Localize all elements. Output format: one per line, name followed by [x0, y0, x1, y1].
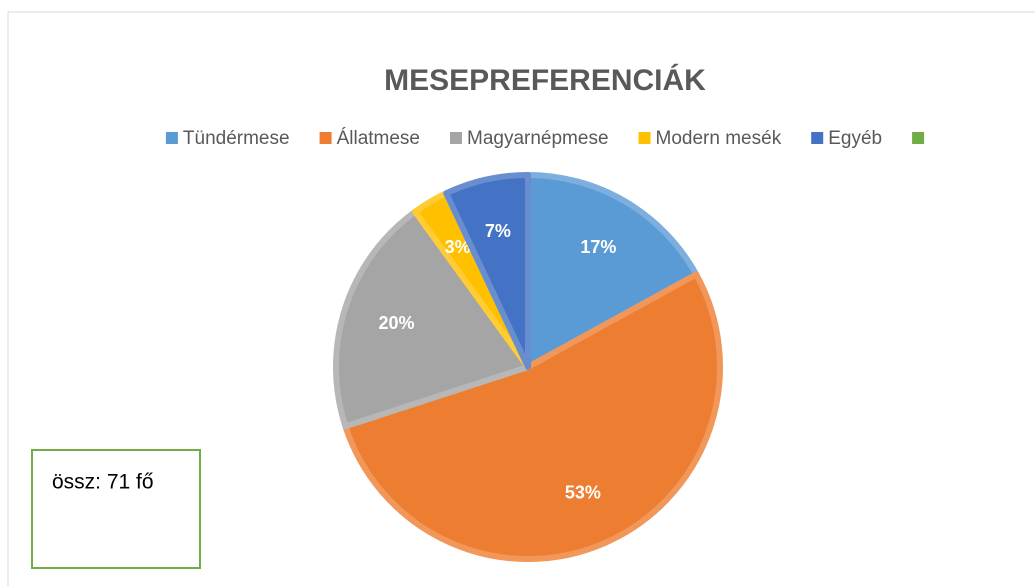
legend-swatch [638, 132, 651, 144]
pie-slice [333, 208, 531, 430]
legend-swatch [811, 132, 824, 144]
chart-title: MESEPREFERENCIÁK [384, 63, 706, 97]
legend-swatch [912, 132, 925, 144]
legend-label: Egyéb [828, 128, 882, 149]
annotation-box [31, 449, 201, 569]
pie-slice [342, 271, 723, 562]
data-label: 20% [379, 313, 415, 333]
data-label: 7% [485, 221, 511, 241]
legend-label: Magyarnépmese [467, 128, 609, 149]
legend-swatch [165, 132, 178, 144]
legend-label: Tündérmese [183, 128, 290, 149]
legend-label: Modern mesék [656, 128, 782, 149]
annotation: össz: 71 fő [52, 471, 154, 494]
pie-slice [443, 172, 531, 370]
data-label: 53% [565, 483, 601, 503]
legend-swatch [450, 132, 463, 144]
data-label: 17% [580, 237, 616, 257]
data-label: 3% [445, 237, 471, 257]
legend-swatch [319, 132, 332, 144]
legend-label: Állatmese [337, 128, 420, 149]
pie-slice [525, 172, 700, 370]
